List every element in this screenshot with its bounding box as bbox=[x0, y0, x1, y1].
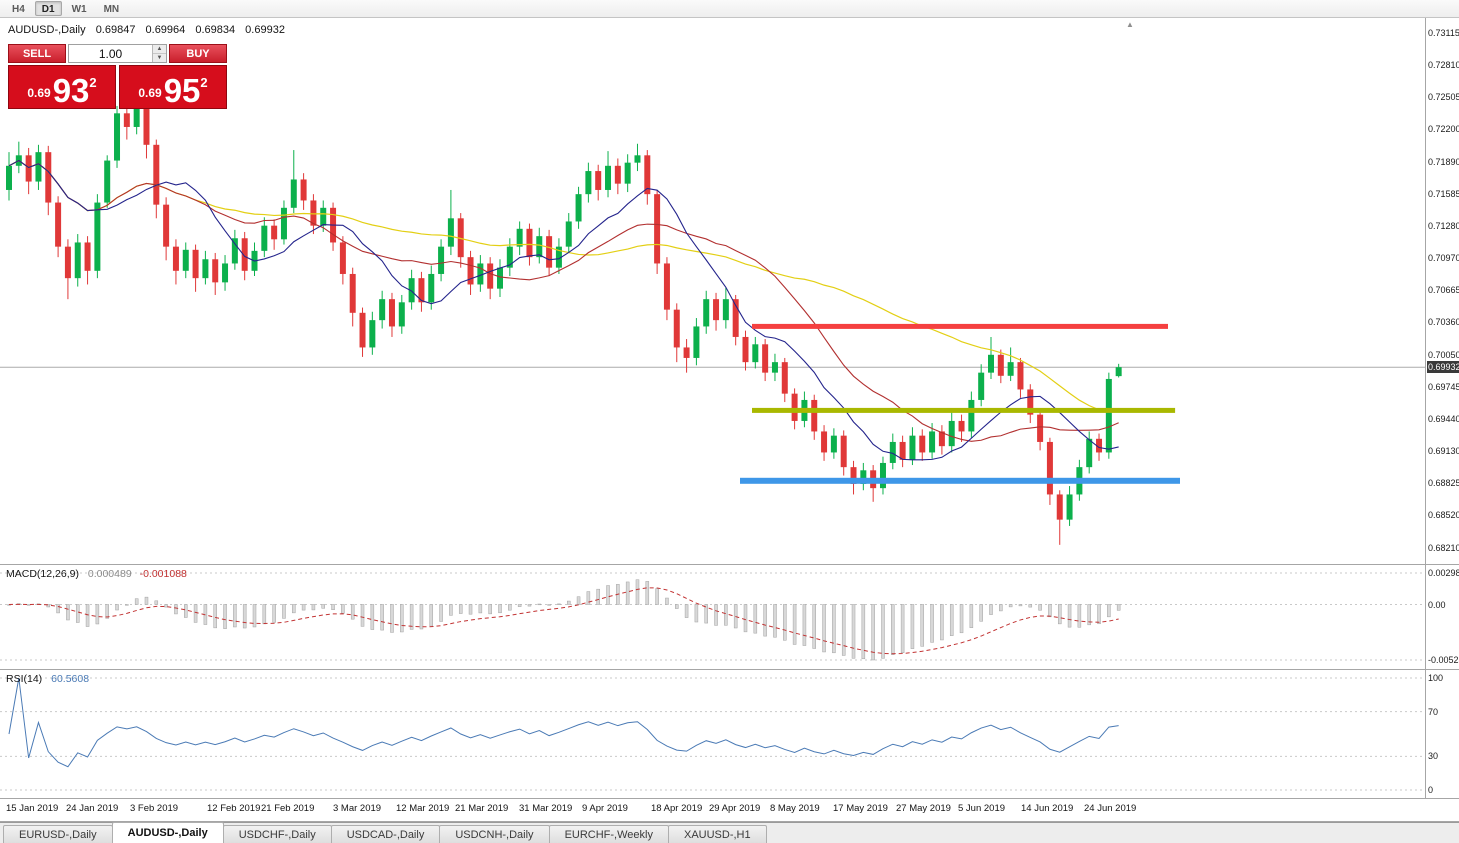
scale-label: 0 bbox=[1428, 785, 1434, 795]
panel-separator bbox=[0, 821, 1459, 822]
sell-price-big: 93 bbox=[52, 71, 90, 109]
date-axis-label: 3 Feb 2019 bbox=[130, 803, 179, 814]
macd-header: MACD(12,26,9) 0.000489 -0.001088 bbox=[6, 568, 187, 580]
macd-signal-value: -0.001088 bbox=[139, 568, 187, 580]
buy-button[interactable]: BUY bbox=[169, 44, 227, 63]
scale-label: 0.68210 bbox=[1428, 542, 1459, 553]
date-axis-label: 8 May 2019 bbox=[770, 803, 820, 814]
scale-label: 0.002984 bbox=[1428, 567, 1459, 578]
price-scale[interactable]: 0.69932 0.73115 0.72810 0.72505 0.72200 0.71… bbox=[1427, 18, 1459, 564]
scale-label: 0.00 bbox=[1428, 599, 1446, 610]
price-chart-canvas[interactable] bbox=[0, 18, 1425, 564]
buy-price-big: 95 bbox=[163, 71, 201, 109]
scale-label: 0.73115 bbox=[1428, 27, 1459, 38]
buy-price-pip: 2 bbox=[200, 75, 208, 90]
date-axis-label: 27 May 2019 bbox=[896, 803, 951, 814]
chart-scroll-marker-icon[interactable]: ▲ bbox=[1126, 20, 1134, 29]
scale-label: 70 bbox=[1428, 706, 1439, 717]
sell-quote-button[interactable]: 0.69 93 2 bbox=[8, 65, 116, 109]
close-value: 0.69932 bbox=[245, 24, 285, 36]
chart-tab-eurchf-weekly[interactable]: EURCHF-,Weekly bbox=[548, 825, 669, 843]
timeframe-button-d1[interactable]: D1 bbox=[34, 1, 62, 16]
date-axis-label: 14 Jun 2019 bbox=[1021, 803, 1074, 814]
rsi-scale[interactable]: 100 70 30 0 bbox=[1427, 670, 1459, 798]
date-axis-label: 17 May 2019 bbox=[833, 803, 888, 814]
sell-price-prefix: 0.69 bbox=[27, 86, 51, 100]
date-axis-label: 12 Mar 2019 bbox=[396, 803, 450, 814]
volume-field[interactable]: 1.00 ▲ ▼ bbox=[68, 44, 167, 63]
rsi-label: RSI(14) bbox=[6, 673, 43, 685]
scale-label: 0.71585 bbox=[1428, 188, 1459, 199]
scale-label: 0.69440 bbox=[1428, 413, 1459, 424]
buy-quote-button[interactable]: 0.69 95 2 bbox=[119, 65, 227, 109]
scale-label: 0.72200 bbox=[1428, 124, 1459, 135]
volume-down-icon[interactable]: ▼ bbox=[153, 54, 166, 62]
symbol-label: AUDUSD-,Daily bbox=[8, 24, 86, 36]
panel-separator[interactable] bbox=[0, 564, 1459, 565]
date-axis-label: 24 Jan 2019 bbox=[66, 803, 119, 814]
date-axis-label: 12 Feb 2019 bbox=[207, 803, 261, 814]
scale-label: 0.72810 bbox=[1428, 60, 1459, 71]
chart-tab-bar: EURUSD-,Daily AUDUSD-,Daily USDCHF-,Daily U… bbox=[0, 822, 1459, 843]
scale-label: 0.71280 bbox=[1428, 220, 1459, 231]
date-axis-label: 31 Mar 2019 bbox=[519, 803, 573, 814]
date-axis-label: 24 Jun 2019 bbox=[1084, 803, 1137, 814]
timeframe-toolbar: H4 D1 W1 MN bbox=[0, 0, 1459, 18]
scale-label: 0.70970 bbox=[1428, 253, 1459, 264]
chart-title: AUDUSD-,Daily 0.69847 0.69964 0.69834 0.… bbox=[8, 24, 292, 36]
scale-label: 0.69130 bbox=[1428, 446, 1459, 457]
volume-up-icon[interactable]: ▲ bbox=[153, 45, 166, 54]
scale-label: 0.70050 bbox=[1428, 349, 1459, 360]
one-click-trading-panel: SELL 1.00 ▲ ▼ BUY 0.69 93 2 0.69 95 2 bbox=[8, 44, 227, 109]
timeframe-button-h4[interactable]: H4 bbox=[12, 4, 25, 15]
scale-label: -0.00525 bbox=[1428, 654, 1459, 665]
scale-divider bbox=[1425, 18, 1426, 799]
date-axis-label: 5 Jun 2019 bbox=[958, 803, 1006, 814]
date-axis-label: 18 Apr 2019 bbox=[651, 803, 703, 814]
timeframe-button-mn[interactable]: MN bbox=[103, 4, 120, 15]
panel-separator[interactable] bbox=[0, 669, 1459, 670]
scale-label: 30 bbox=[1428, 751, 1439, 762]
chart-tab-usdcad-daily[interactable]: USDCAD-,Daily bbox=[330, 825, 441, 843]
bid-price-tag: 0.69932 bbox=[1427, 361, 1459, 374]
macd-label: MACD(12,26,9) bbox=[6, 568, 79, 580]
chart-tab-xauusd-h1[interactable]: XAUUSD-,H1 bbox=[667, 825, 767, 843]
scale-label: 0.70360 bbox=[1428, 317, 1459, 328]
date-axis-label: 21 Feb 2019 bbox=[261, 803, 315, 814]
macd-scale[interactable]: 0.002984 0.00 -0.00525 bbox=[1427, 565, 1459, 669]
panel-separator bbox=[0, 798, 1459, 799]
date-axis-label: 29 Apr 2019 bbox=[709, 803, 761, 814]
date-axis-label: 3 Mar 2019 bbox=[333, 803, 382, 814]
sell-button[interactable]: SELL bbox=[8, 44, 66, 63]
scale-label: 0.68520 bbox=[1428, 510, 1459, 521]
volume-value[interactable]: 1.00 bbox=[98, 46, 123, 61]
low-value: 0.69834 bbox=[195, 24, 236, 36]
scale-label: 0.71890 bbox=[1428, 156, 1459, 167]
date-axis-label: 9 Apr 2019 bbox=[582, 803, 628, 814]
scale-label: 100 bbox=[1428, 673, 1444, 683]
high-value: 0.69964 bbox=[145, 24, 186, 36]
scale-label: 0.68825 bbox=[1428, 478, 1459, 489]
rsi-value: 60.5608 bbox=[51, 673, 90, 685]
scale-label: 0.72505 bbox=[1428, 92, 1459, 103]
rsi-header: RSI(14) 60.5608 bbox=[6, 673, 89, 685]
rsi-chart-canvas[interactable] bbox=[0, 670, 1425, 798]
date-axis-label: 15 Jan 2019 bbox=[6, 803, 59, 814]
scale-label: 0.69745 bbox=[1428, 381, 1459, 392]
timeframe-button-w1[interactable]: W1 bbox=[71, 4, 87, 15]
chart-tab-eurusd-daily[interactable]: EURUSD-,Daily bbox=[3, 825, 113, 843]
date-axis[interactable]: 15 Jan 2019 24 Jan 2019 3 Feb 2019 12 Feb 2… bbox=[0, 799, 1425, 821]
chart-tab-usdchf-daily[interactable]: USDCHF-,Daily bbox=[222, 825, 332, 843]
date-axis-label: 21 Mar 2019 bbox=[455, 803, 509, 814]
chart-tab-audusd-daily[interactable]: AUDUSD-,Daily bbox=[111, 822, 224, 843]
macd-main-value: 0.000489 bbox=[87, 568, 132, 580]
chart-tab-usdcnh-daily[interactable]: USDCNH-,Daily bbox=[439, 825, 550, 843]
buy-price-prefix: 0.69 bbox=[138, 86, 162, 100]
macd-chart-canvas[interactable] bbox=[0, 565, 1425, 669]
scale-label: 0.70665 bbox=[1428, 285, 1459, 296]
sell-price-pip: 2 bbox=[89, 75, 97, 90]
open-value: 0.69847 bbox=[95, 24, 136, 36]
